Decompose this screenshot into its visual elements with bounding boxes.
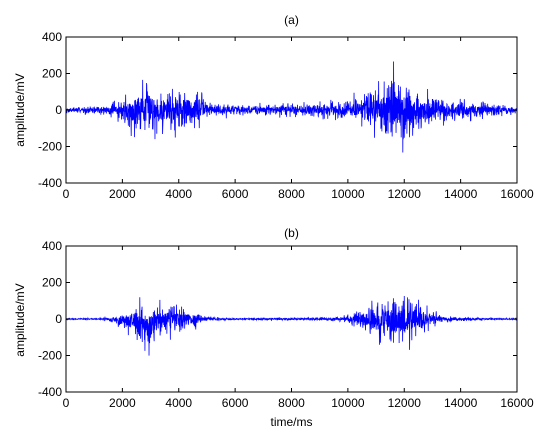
series-line-b (65, 295, 518, 356)
y-tick-label-b: 400 (42, 239, 62, 253)
panel-b-xlabel: time/ms (271, 415, 313, 429)
x-tick-label-a: 6000 (222, 187, 249, 201)
y-tick-label-b: -200 (38, 349, 62, 363)
x-tick-label-b: 12000 (388, 396, 422, 410)
y-tick-label-a: 400 (42, 30, 62, 44)
y-tick-label-a: -200 (38, 140, 62, 154)
y-tick-label-a: 0 (55, 103, 62, 117)
series-line-a (65, 61, 518, 153)
x-tick-label-a: 10000 (331, 187, 365, 201)
x-tick-label-b: 8000 (278, 396, 305, 410)
panel-a-ylabel: amplitude/mV (13, 73, 27, 146)
x-tick-label-a: 14000 (444, 187, 478, 201)
x-tick-label-a: 2000 (109, 187, 136, 201)
panel-a-plot-area: 0 2000 4000 6000 8000 10000 12000 14000 16000-40… (38, 30, 534, 201)
panel-a-title: (a) (284, 13, 299, 27)
x-tick-label-b: 4000 (165, 396, 192, 410)
x-tick-label-a: 0 (63, 187, 70, 201)
x-tick-label-a: 4000 (165, 187, 192, 201)
x-tick-label-b: 6000 (222, 396, 249, 410)
x-tick-label-a: 8000 (278, 187, 305, 201)
x-tick-label-a: 16000 (500, 187, 534, 201)
chart-panel-a: (a) amplitude/mV 0 2000 4000 6000 8000 10000 1… (13, 13, 534, 201)
panel-b-title: (b) (284, 226, 299, 240)
x-tick-label-b: 14000 (444, 396, 478, 410)
x-tick-label-b: 16000 (500, 396, 534, 410)
y-tick-label-a: -400 (38, 176, 62, 190)
panel-b-ylabel: amplitude/mV (13, 283, 27, 356)
y-tick-label-a: 200 (42, 67, 62, 81)
x-tick-label-b: 2000 (109, 396, 136, 410)
x-tick-label-b: 0 (63, 396, 70, 410)
y-tick-label-b: 0 (55, 312, 62, 326)
x-tick-label-a: 12000 (388, 187, 422, 201)
chart-panel-b: (b) amplitude/mV time/ms 0 2000 4000 6000 80… (13, 226, 534, 429)
y-tick-label-b: 200 (42, 276, 62, 290)
y-tick-label-b: -400 (38, 385, 62, 399)
panel-b-plot-area: 0 2000 4000 6000 8000 10000 12000 14000 16000-40… (38, 239, 534, 410)
x-tick-label-b: 10000 (331, 396, 365, 410)
